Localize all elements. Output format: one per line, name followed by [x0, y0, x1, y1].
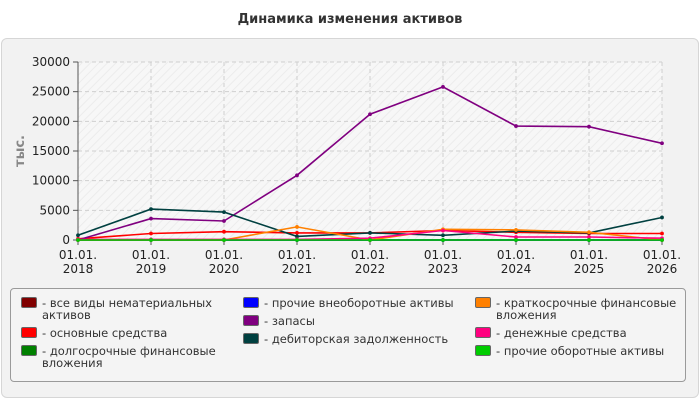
- y-tick-label: 5000: [39, 203, 70, 217]
- data-point: [149, 207, 153, 212]
- y-tick-label: 30000: [32, 55, 70, 69]
- legend-label: прочие оборотные активы: [496, 344, 664, 358]
- x-tick-label: 01.01. 2025: [570, 248, 608, 276]
- data-point: [514, 238, 518, 242]
- data-point: [660, 141, 664, 146]
- data-point: [514, 228, 518, 232]
- data-point: [149, 238, 153, 242]
- data-point: [441, 228, 445, 233]
- legend-label: прочие внеоборотные активы: [264, 296, 454, 310]
- x-tick-label: 01.01. 2021: [278, 248, 316, 276]
- legend-swatch: [475, 345, 491, 356]
- legend-label: дебиторская задолженность: [264, 332, 448, 346]
- y-tick-label: 0: [62, 233, 70, 247]
- data-point: [514, 235, 518, 239]
- legend-label: денежные средства: [496, 326, 627, 340]
- legend: все виды нематериальных активов основные …: [10, 288, 686, 382]
- legend-column-3: краткосрочные финансовые вложения денежны…: [475, 296, 680, 363]
- legend-item[interactable]: денежные средства: [475, 326, 680, 340]
- data-point: [295, 234, 299, 239]
- legend-item[interactable]: прочие внеоборотные активы: [243, 296, 468, 310]
- data-point: [76, 238, 80, 242]
- legend-item[interactable]: краткосрочные финансовые вложения: [475, 296, 680, 322]
- series-layer: [76, 85, 664, 242]
- legend-swatch: [21, 345, 37, 356]
- legend-item[interactable]: запасы: [243, 314, 468, 328]
- data-point: [368, 238, 372, 242]
- x-tick-label: 01.01. 2023: [424, 248, 462, 276]
- x-tick-label: 01.01. 2019: [132, 248, 170, 276]
- legend-swatch: [243, 315, 259, 326]
- legend-swatch: [21, 297, 37, 308]
- x-tick-label: 01.01. 2022: [351, 248, 389, 276]
- chart-title: Динамика изменения активов: [237, 12, 463, 27]
- y-tick-label: 15000: [32, 144, 70, 158]
- legend-swatch: [475, 327, 491, 338]
- y-tick-label: 25000: [32, 85, 70, 99]
- data-point: [149, 216, 153, 221]
- data-point: [76, 233, 80, 238]
- legend-swatch: [243, 297, 259, 308]
- data-point: [368, 230, 372, 235]
- legend-column-2: прочие внеоборотные активы запасы дебиторс…: [243, 296, 468, 351]
- data-point: [295, 225, 299, 229]
- legend-item[interactable]: прочие оборотные активы: [475, 344, 680, 358]
- legend-label: запасы: [264, 314, 315, 328]
- legend-label: основные средства: [42, 326, 167, 340]
- x-tick-label: 01.01. 2026: [643, 248, 681, 276]
- y-axis-label: тыс.: [13, 135, 28, 167]
- data-point: [441, 85, 445, 89]
- x-tick-label: 01.01. 2020: [205, 248, 243, 276]
- axes: 0 5000 10000 15000 20000 25000 30000 01.01. 2018…: [32, 55, 681, 276]
- data-point: [222, 229, 226, 234]
- data-point: [660, 231, 664, 236]
- x-tick-label: 01.01. 2024: [497, 248, 535, 276]
- data-point: [222, 210, 226, 215]
- data-point: [295, 238, 299, 242]
- data-point: [660, 215, 664, 220]
- data-point: [295, 173, 299, 178]
- data-point: [222, 238, 226, 242]
- legend-label: краткосрочные финансовые вложения: [496, 296, 676, 322]
- data-point: [587, 230, 591, 235]
- legend-label: все виды нематериальных активов: [42, 296, 212, 322]
- legend-swatch: [21, 327, 37, 338]
- data-point: [368, 112, 372, 117]
- legend-label: долгосрочные финансовые вложения: [42, 344, 216, 370]
- data-point: [587, 235, 591, 239]
- data-point: [441, 238, 445, 242]
- data-point: [660, 238, 664, 242]
- data-point: [222, 219, 226, 223]
- data-point: [295, 230, 299, 235]
- legend-item[interactable]: долгосрочные финансовые вложения: [21, 344, 236, 370]
- data-point: [587, 238, 591, 242]
- y-tick-label: 10000: [32, 174, 70, 188]
- data-point: [587, 124, 591, 129]
- legend-swatch: [475, 297, 491, 308]
- data-point: [441, 233, 445, 238]
- data-point: [149, 231, 153, 236]
- legend-item[interactable]: дебиторская задолженность: [243, 332, 468, 346]
- series-8: [76, 238, 664, 242]
- legend-item[interactable]: все виды нематериальных активов: [21, 296, 236, 322]
- legend-swatch: [243, 333, 259, 344]
- legend-item[interactable]: основные средства: [21, 326, 236, 340]
- x-tick-label: 01.01. 2018: [59, 248, 97, 276]
- legend-column-1: все виды нематериальных активов основные …: [21, 296, 236, 375]
- data-point: [514, 124, 518, 128]
- y-tick-label: 20000: [32, 114, 70, 128]
